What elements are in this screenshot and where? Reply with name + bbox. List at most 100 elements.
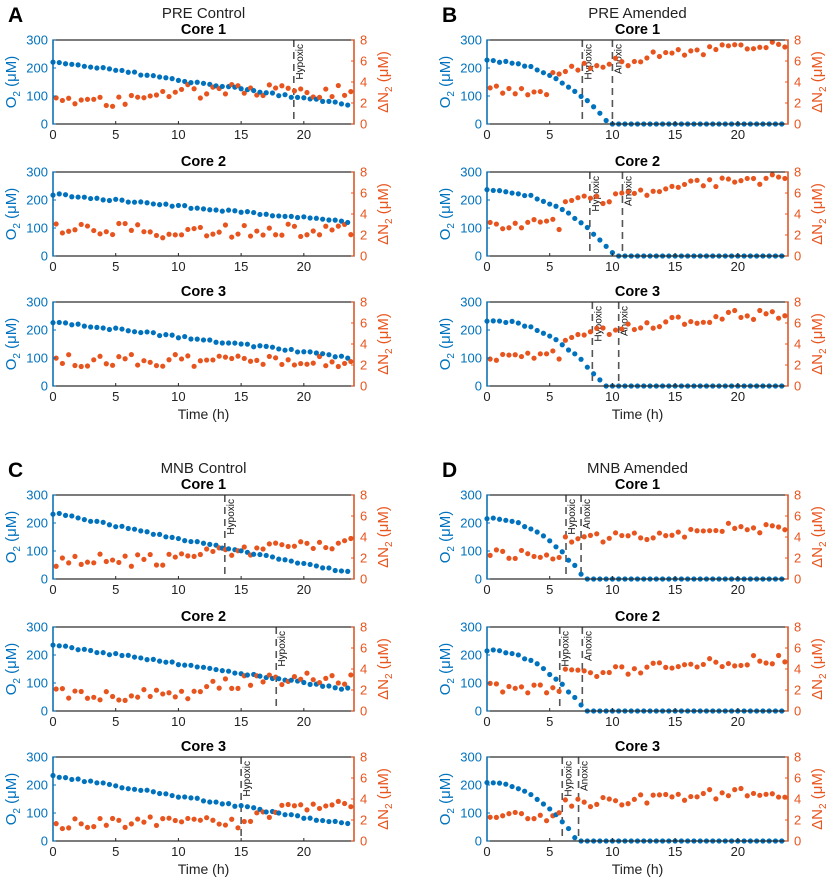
y-right-tick-label: 6 <box>360 641 367 656</box>
n2-point <box>663 319 669 325</box>
marker-label: Hypoxic <box>277 631 288 667</box>
o2-point <box>540 801 547 807</box>
n2-point <box>650 792 656 798</box>
n2-point <box>241 544 247 550</box>
o2-point <box>106 66 113 72</box>
n2-point <box>782 794 788 800</box>
o2-point <box>119 523 125 529</box>
y-right-tick-label: 8 <box>360 295 367 310</box>
n2-point <box>122 697 128 703</box>
o2-point <box>528 63 534 70</box>
o2-point <box>534 661 540 667</box>
y-right-label: ΔN2 (μM) <box>375 51 395 113</box>
x-tick-label: 15 <box>668 389 682 404</box>
o2-point <box>276 346 282 352</box>
o2-point <box>175 662 182 668</box>
n2-point <box>59 686 66 692</box>
n2-point <box>348 88 354 95</box>
y-left-tick-label: 100 <box>460 806 482 821</box>
o2-point <box>503 650 509 656</box>
n2-point <box>681 321 688 327</box>
n2-point <box>147 693 153 700</box>
o2-point <box>522 323 528 329</box>
n2-point <box>594 673 600 680</box>
n2-point <box>116 354 122 360</box>
label-sub: 2 <box>446 223 457 229</box>
n2-point <box>109 362 116 368</box>
n2-point <box>581 332 587 338</box>
label-unit: (μM) <box>3 773 20 808</box>
label-unit: (μM) <box>437 511 454 546</box>
n2-point <box>241 818 247 825</box>
y-left-tick-label: 300 <box>26 295 48 310</box>
n2-point <box>713 796 719 802</box>
o2-point <box>62 512 69 518</box>
o2-point <box>490 187 496 194</box>
y-right-tick-label: 0 <box>360 572 367 587</box>
x-tick-label: 5 <box>112 259 119 274</box>
n2-point <box>744 527 750 533</box>
n2-point <box>185 696 191 702</box>
o2-point <box>182 794 188 800</box>
core-title: Core 1 <box>615 477 660 493</box>
o2-point <box>163 659 169 665</box>
label-unit: (μM) <box>375 768 392 803</box>
o2-point <box>282 92 288 98</box>
n2-point <box>172 694 178 700</box>
o2-point <box>69 513 75 519</box>
n2-point <box>675 184 681 190</box>
n2-point <box>719 175 725 181</box>
label-unit: (μM) <box>437 643 454 678</box>
n2-point <box>135 94 141 100</box>
n2-point <box>329 673 335 679</box>
n2-point <box>681 534 688 540</box>
o2-point <box>509 650 515 657</box>
n2-point <box>775 652 782 659</box>
label-sub: 2 <box>446 808 457 814</box>
y-right-tick-label: 0 <box>794 379 801 394</box>
label-unit: (μM) <box>375 506 392 541</box>
n2-point <box>160 691 166 697</box>
label-base: O <box>437 684 454 696</box>
n2-point <box>556 356 562 362</box>
o2-point <box>251 805 257 811</box>
n2-point <box>606 796 612 802</box>
n2-point <box>518 547 525 554</box>
label-base: O <box>437 229 454 241</box>
n2-point <box>254 810 260 816</box>
o2-point <box>503 319 509 326</box>
n2-point <box>84 824 91 830</box>
o2-point <box>301 95 307 101</box>
n2-point <box>493 547 500 553</box>
n2-point <box>738 178 744 184</box>
o2-point <box>288 213 294 220</box>
label-sub: 2 <box>12 808 23 814</box>
n2-point <box>763 522 769 528</box>
n2-point <box>543 218 550 224</box>
o2-point <box>288 812 294 818</box>
o2-point <box>584 364 590 370</box>
n2-point <box>669 794 675 800</box>
n2-point <box>738 523 744 530</box>
n2-point <box>116 220 122 227</box>
n2-point <box>587 329 594 335</box>
o2-point <box>62 775 69 781</box>
n2-point <box>91 694 97 700</box>
n2-point <box>694 47 700 53</box>
o2-point <box>547 806 553 812</box>
n2-point <box>512 809 518 816</box>
n2-point <box>732 42 738 48</box>
y-left-tick-label: 300 <box>460 33 482 48</box>
o2-point <box>251 551 257 557</box>
o2-point <box>56 510 62 517</box>
plot-frame <box>486 756 789 842</box>
o2-point <box>345 568 351 574</box>
n2-point <box>493 221 500 227</box>
x-tick-label: 15 <box>668 259 682 274</box>
n2-point <box>669 314 675 321</box>
o2-point <box>597 377 603 383</box>
y-right-tick-label: 2 <box>360 683 367 698</box>
label-sub: 2 <box>818 218 829 224</box>
n2-point <box>241 222 247 229</box>
